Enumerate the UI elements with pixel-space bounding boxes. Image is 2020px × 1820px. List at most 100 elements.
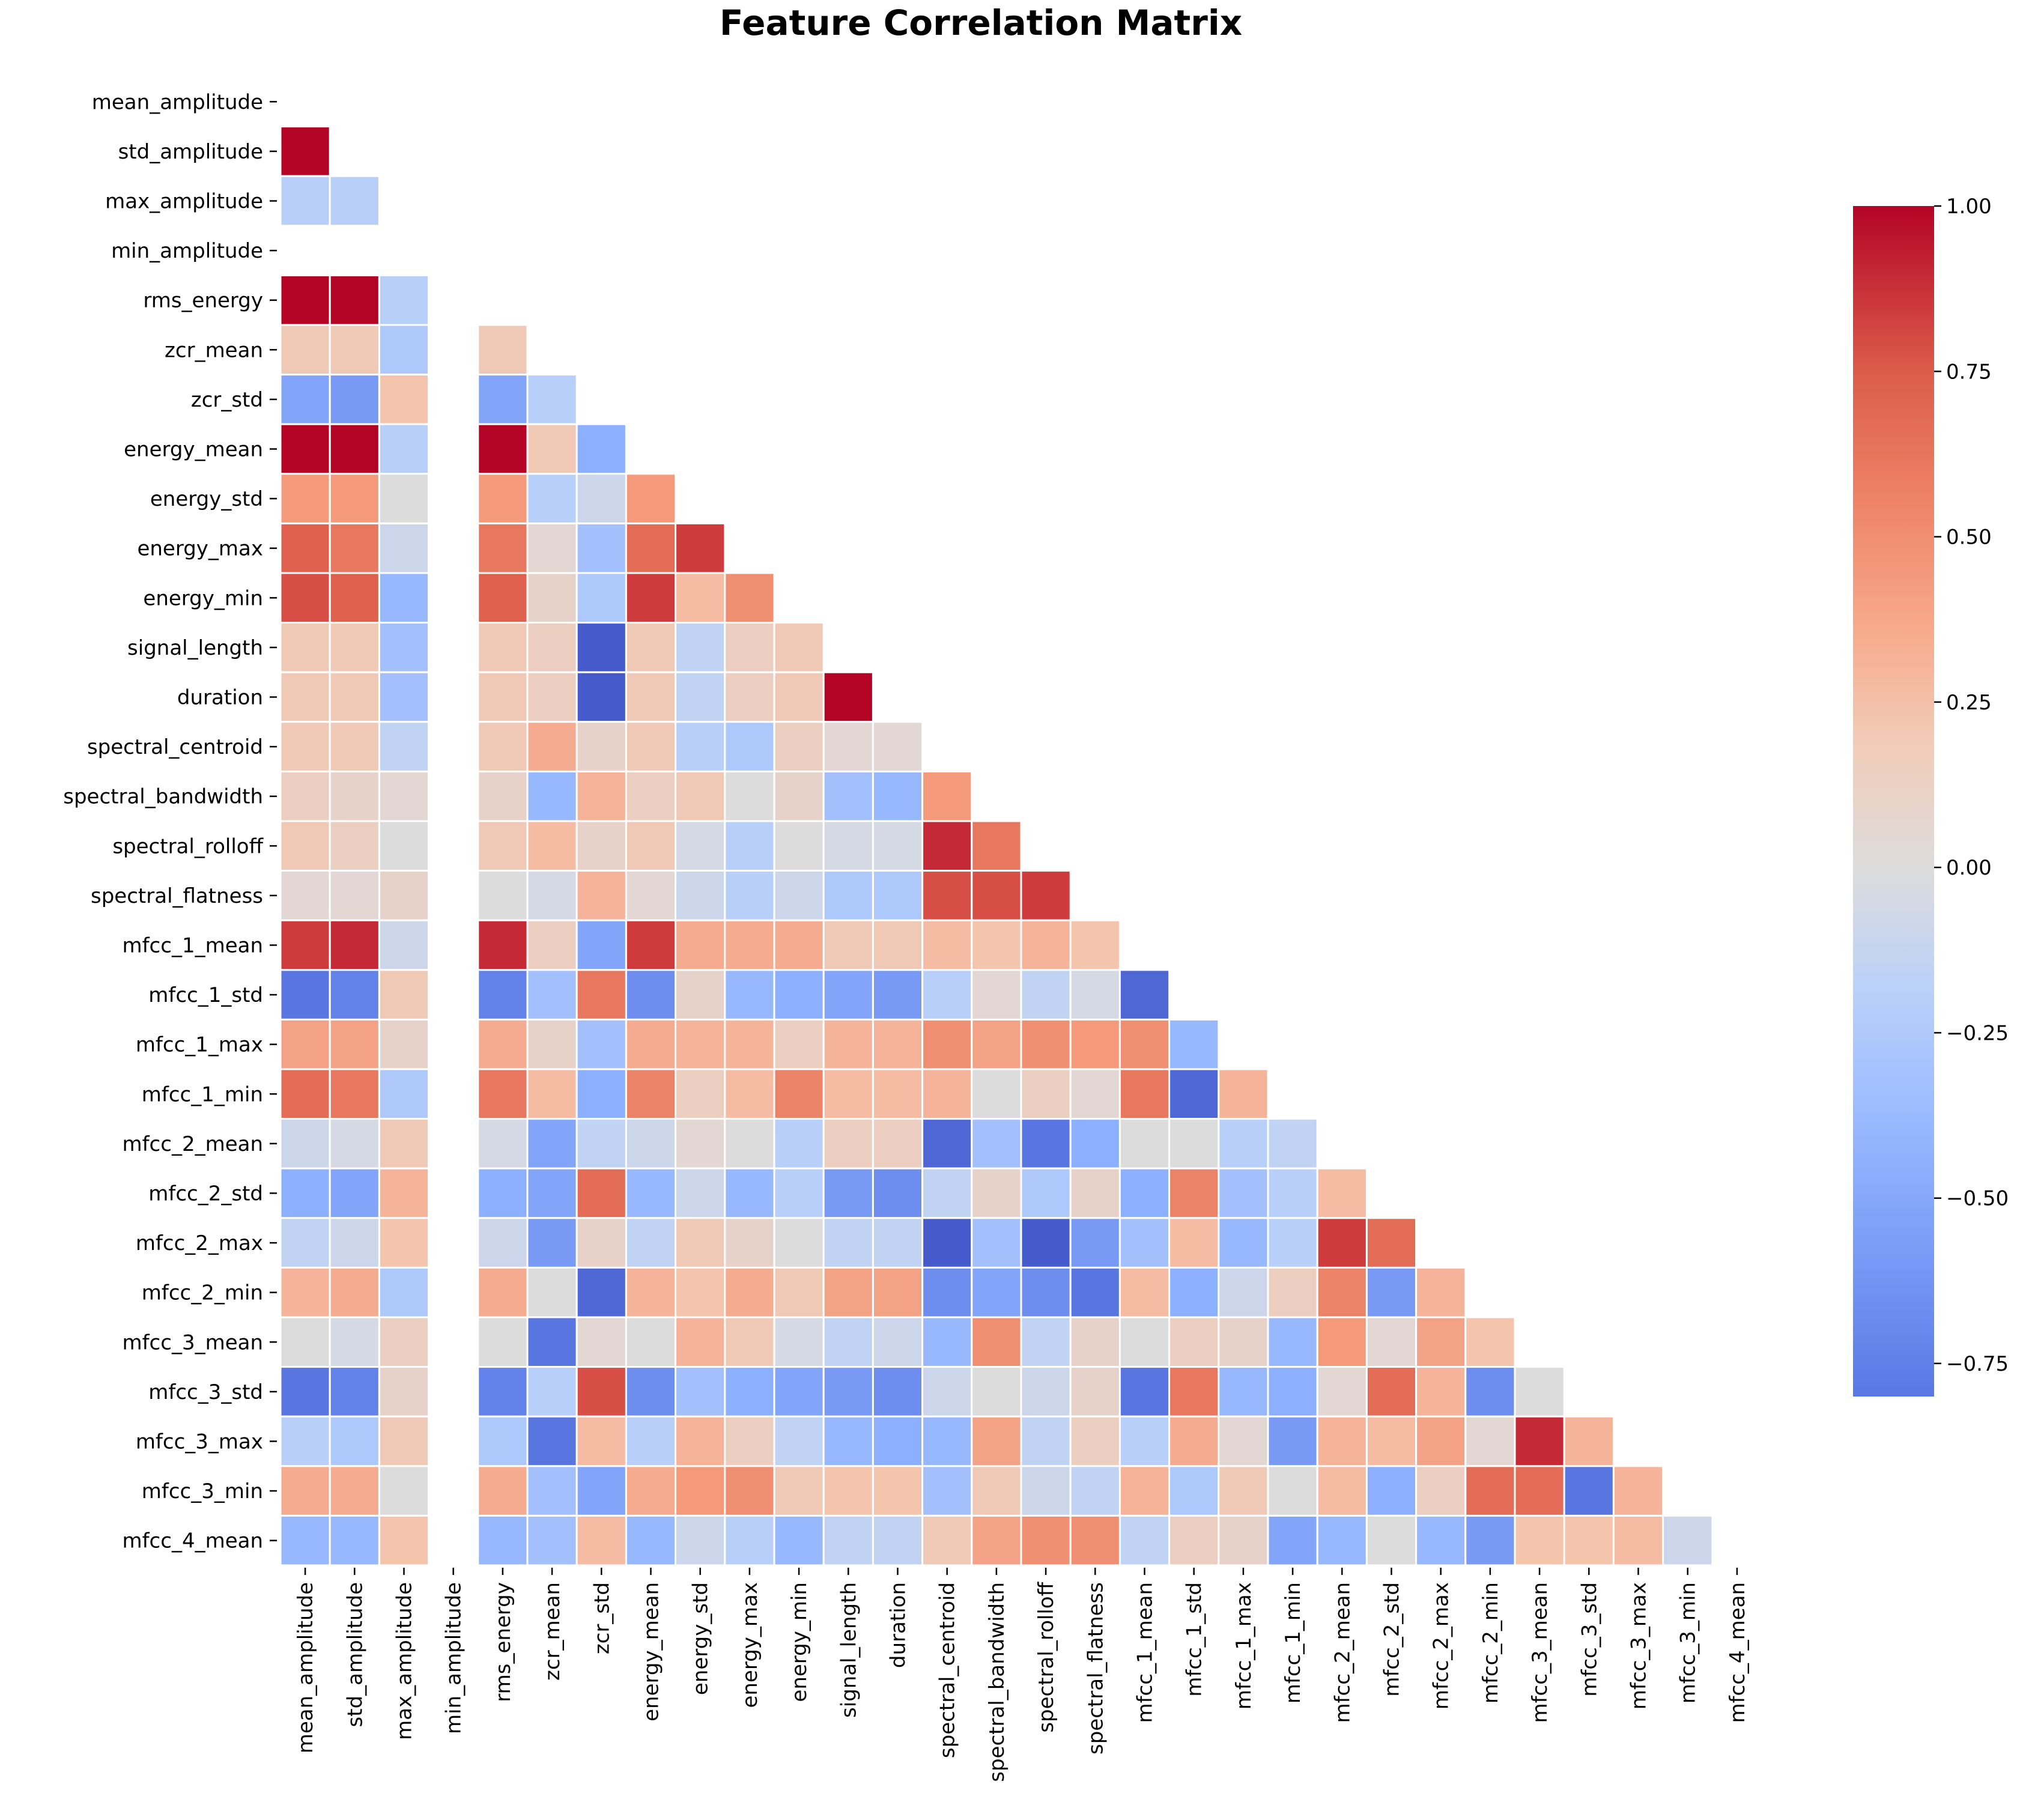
heatmap-cell-energy_min-energy_std — [675, 572, 726, 624]
heatmap-cell-spectral_centroid-energy_mean — [625, 721, 677, 772]
heatmap-cell-spectral_flatness-duration — [872, 870, 924, 921]
heatmap-cell-mfcc_3_std-energy_min — [773, 1366, 825, 1418]
heatmap-cell-mfcc_1_mean-zcr_std — [575, 919, 627, 971]
x-tick-label-energy_std: energy_std — [689, 1582, 713, 1695]
heatmap-cell-zcr_mean-std_amplitude — [329, 324, 380, 376]
heatmap-cell-mfcc_3_max-mfcc_2_mean — [1316, 1415, 1368, 1467]
x-tick-label-mfcc_2_max: mfcc_2_max — [1430, 1582, 1454, 1709]
heatmap-cell-mfcc_2_max-spectral_flatness — [1069, 1217, 1121, 1269]
heatmap-cell-mfcc_3_mean-max_amplitude — [378, 1316, 430, 1368]
heatmap-cell-mfcc_1_min-spectral_flatness — [1069, 1068, 1121, 1120]
heatmap-cell-mfcc_1_max-spectral_centroid — [921, 1018, 973, 1070]
heatmap-cell-mfcc_1_max-rms_energy — [477, 1018, 529, 1070]
heatmap-cell-energy_mean-mean_amplitude — [279, 423, 331, 475]
heatmap-cell-mfcc_2_max-energy_std — [675, 1217, 726, 1269]
heatmap-cell-mfcc_3_std-max_amplitude — [378, 1366, 430, 1418]
heatmap-cell-mfcc_2_max-spectral_rolloff — [1020, 1217, 1072, 1269]
heatmap-cell-mfcc_3_mean-spectral_bandwidth — [971, 1316, 1022, 1368]
heatmap-cell-mfcc_2_mean-duration — [872, 1118, 924, 1169]
heatmap-cell-mfcc_1_std-energy_min — [773, 969, 825, 1021]
heatmap-cell-mfcc_1_max-spectral_rolloff — [1020, 1018, 1072, 1070]
heatmap-cell-mfcc_1_max-spectral_bandwidth — [971, 1018, 1022, 1070]
x-tick-label-std_amplitude: std_amplitude — [343, 1582, 367, 1727]
heatmap-cell-mfcc_1_mean-duration — [872, 919, 924, 971]
heatmap-cell-mfcc_3_max-mfcc_3_std — [1563, 1415, 1615, 1467]
heatmap-cell-spectral_flatness-max_amplitude — [378, 870, 430, 921]
heatmap-cell-mfcc_4_mean-mfcc_1_std — [1168, 1514, 1220, 1567]
heatmap-cell-spectral_bandwidth-duration — [872, 770, 924, 822]
heatmap-cell-mfcc_3_mean-zcr_std — [575, 1316, 627, 1368]
heatmap-cell-mfcc_2_min-energy_max — [724, 1266, 775, 1318]
heatmap-cell-mfcc_2_mean-std_amplitude — [329, 1118, 380, 1169]
heatmap-cell-mfcc_3_max-rms_energy — [477, 1415, 529, 1467]
heatmap-cell-mfcc_2_mean-signal_length — [822, 1118, 874, 1169]
heatmap-cell-mfcc_1_min-zcr_mean — [526, 1068, 578, 1120]
heatmap-cell-mfcc_4_mean-mean_amplitude — [279, 1514, 331, 1567]
heatmap-cell-mfcc_1_mean-spectral_bandwidth — [971, 919, 1022, 971]
heatmap-cell-spectral_rolloff-spectral_bandwidth — [971, 820, 1022, 872]
heatmap-cell-mfcc_2_min-rms_energy — [477, 1266, 529, 1318]
heatmap-cell-spectral_flatness-spectral_rolloff — [1020, 870, 1072, 921]
heatmap-cell-mfcc_2_mean-rms_energy — [477, 1118, 529, 1169]
heatmap-cell-mfcc_3_max-spectral_rolloff — [1020, 1415, 1072, 1467]
heatmap-cell-spectral_rolloff-std_amplitude — [329, 820, 380, 872]
heatmap-cell-mfcc_2_std-zcr_mean — [526, 1167, 578, 1219]
heatmap-cell-mfcc_2_min-spectral_rolloff — [1020, 1266, 1072, 1318]
y-tick-label-min_amplitude: min_amplitude — [111, 239, 263, 263]
heatmap-cell-spectral_centroid-signal_length — [822, 721, 874, 772]
heatmap-cell-mfcc_1_mean-rms_energy — [477, 919, 529, 971]
y-tick-label-max_amplitude: max_amplitude — [105, 190, 263, 214]
heatmap-cell-mfcc_2_std-max_amplitude — [378, 1167, 430, 1219]
heatmap-cell-mfcc_2_mean-energy_std — [675, 1118, 726, 1169]
heatmap-cell-mfcc_1_min-energy_max — [724, 1068, 775, 1120]
heatmap-cell-zcr_std-rms_energy — [477, 374, 529, 425]
heatmap-cell-mfcc_1_min-max_amplitude — [378, 1068, 430, 1120]
heatmap-cell-mfcc_4_mean-energy_max — [724, 1514, 775, 1567]
x-tick-label-mfcc_2_std: mfcc_2_std — [1380, 1582, 1404, 1697]
heatmap-cell-mfcc_2_std-spectral_centroid — [921, 1167, 973, 1219]
heatmap-cell-spectral_bandwidth-zcr_mean — [526, 770, 578, 822]
heatmap-cell-mfcc_1_std-zcr_mean — [526, 969, 578, 1021]
heatmap-cell-spectral_flatness-rms_energy — [477, 870, 529, 921]
heatmap-cell-mfcc_3_min-energy_std — [675, 1465, 726, 1517]
heatmap-cell-mfcc_3_min-mfcc_3_std — [1563, 1465, 1615, 1517]
heatmap-cell-energy_max-std_amplitude — [329, 522, 380, 574]
x-axis-tick-labels: mean_amplitude std_amplitude max_amplitude… — [294, 1568, 1750, 1782]
heatmap-cell-mfcc_2_max-signal_length — [822, 1217, 874, 1269]
heatmap-cell-mfcc_3_std-spectral_rolloff — [1020, 1366, 1072, 1418]
heatmap-cell-spectral_bandwidth-spectral_centroid — [921, 770, 973, 822]
heatmap-cell-mfcc_3_mean-spectral_flatness — [1069, 1316, 1121, 1368]
heatmap-cell-mfcc_3_max-energy_min — [773, 1415, 825, 1467]
heatmap-cell-mfcc_2_std-mfcc_1_mean — [1118, 1167, 1171, 1219]
heatmap-cell-mfcc_1_mean-energy_min — [773, 919, 825, 971]
heatmap-cell-spectral_rolloff-energy_max — [724, 820, 775, 872]
heatmap-cell-mfcc_1_std-spectral_rolloff — [1020, 969, 1072, 1021]
heatmap-cell-mfcc_3_max-mfcc_1_min — [1267, 1415, 1318, 1467]
heatmap-cell-mfcc_3_mean-std_amplitude — [329, 1316, 380, 1368]
heatmap-cell-signal_length-energy_max — [724, 622, 775, 673]
heatmap-cell-energy_std-rms_energy — [477, 473, 529, 524]
heatmap-cell-energy_min-mean_amplitude — [279, 572, 331, 624]
heatmap-cell-mfcc_2_std-mfcc_1_max — [1218, 1167, 1269, 1219]
heatmap-cell-energy_min-zcr_mean — [526, 572, 578, 624]
heatmap-cell-mfcc_2_max-zcr_std — [575, 1217, 627, 1269]
heatmap-cell-mfcc_1_min-spectral_rolloff — [1020, 1068, 1072, 1120]
heatmap-cell-mfcc_4_mean-spectral_rolloff — [1020, 1514, 1072, 1567]
x-tick-label-zcr_mean: zcr_mean — [541, 1582, 565, 1681]
heatmap-cell-mfcc_3_max-energy_max — [724, 1415, 775, 1467]
heatmap-cell-energy_min-max_amplitude — [378, 572, 430, 624]
heatmap-cell-mfcc_1_std-mean_amplitude — [279, 969, 331, 1021]
y-tick-label-mfcc_2_mean: mfcc_2_mean — [122, 1132, 263, 1156]
heatmap-cell-mfcc_3_mean-mfcc_1_std — [1168, 1316, 1220, 1368]
heatmap-cell-mfcc_1_min-mfcc_1_mean — [1118, 1068, 1171, 1120]
y-tick-label-mfcc_2_max: mfcc_2_max — [136, 1231, 263, 1255]
heatmap-cell-mfcc_3_min-mfcc_2_std — [1365, 1465, 1418, 1517]
heatmap-cell-mfcc_3_min-duration — [872, 1465, 924, 1517]
heatmap-cell-mfcc_3_std-spectral_centroid — [921, 1366, 973, 1418]
heatmap-cell-duration-energy_std — [675, 671, 726, 723]
heatmap-cell-mfcc_1_max-mfcc_1_mean — [1118, 1018, 1171, 1070]
heatmap-cell-spectral_flatness-energy_std — [675, 870, 726, 921]
x-tick-label-mfcc_4_mean: mfcc_4_mean — [1726, 1582, 1750, 1723]
x-tick-label-spectral_flatness: spectral_flatness — [1084, 1582, 1108, 1755]
x-tick-label-mfcc_3_mean: mfcc_3_mean — [1528, 1582, 1552, 1723]
